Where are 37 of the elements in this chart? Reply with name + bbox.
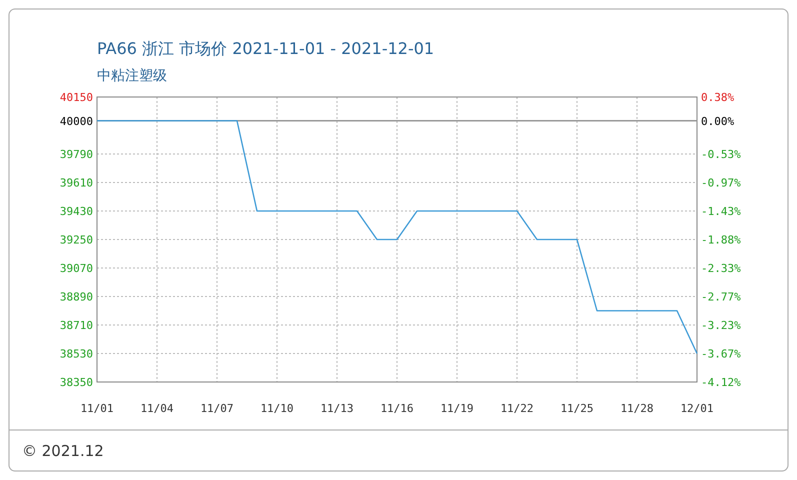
text: © 2021.12 [22, 442, 104, 460]
y2-tick-label: -2.33% [701, 262, 742, 275]
y-tick-label: 39250 [60, 234, 93, 246]
y-tick-label: 38530 [60, 348, 93, 360]
x-tick-label: 11/22 [500, 402, 534, 415]
chart-subtitle: 中粘注塑级 [97, 68, 167, 84]
y2-tick-label: -0.53% [701, 148, 742, 161]
y-tick-label: 38710 [60, 319, 93, 332]
x-tick-label: 11/04 [140, 402, 174, 415]
y-tick-label: 39430 [60, 205, 93, 218]
y2-tick-label: 0.38% [701, 91, 734, 104]
y2-tick-label: -3.67% [701, 348, 742, 360]
x-tick-label: 11/10 [260, 402, 294, 415]
x-tick-label: 11/25 [560, 402, 594, 415]
y-tick-label: 40150 [60, 91, 93, 104]
y2-tick-label: -0.97% [701, 176, 742, 190]
y-tick-label: 38890 [60, 290, 93, 304]
y2-tick-label: 0.00% [701, 114, 734, 128]
y-tick-label: 40000 [60, 114, 93, 128]
x-tick-label: 11/28 [620, 402, 654, 415]
y2-tick-label: -4.12% [701, 376, 742, 389]
line-series [96, 120, 698, 354]
y2-tick-label: -1.88% [701, 234, 742, 246]
x-tick-label: 11/01 [80, 402, 114, 415]
y-tick-label: 39610 [60, 176, 93, 190]
x-tick-label: 11/16 [380, 402, 414, 415]
y-tick-label: 39790 [60, 148, 93, 161]
y2-tick-label: -1.43% [701, 205, 742, 218]
x-tick-label: 11/19 [440, 402, 474, 415]
y2-tick-label: -2.77% [701, 290, 742, 304]
y-tick-label: 39070 [60, 262, 93, 275]
chart-title: PA66 浙江 市场价 2021-11-01 - 2021-12-01 [97, 39, 434, 58]
x-tick-label: 11/07 [200, 402, 234, 415]
x-tick-label: 11/13 [320, 402, 354, 415]
x-tick-label: 12/01 [680, 402, 714, 415]
y-tick-label: 38350 [60, 376, 93, 389]
y2-tick-label: -3.23% [701, 319, 742, 332]
